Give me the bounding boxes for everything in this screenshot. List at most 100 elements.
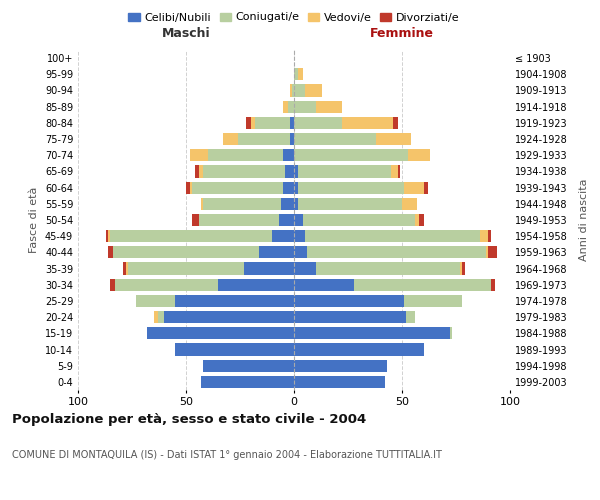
- Bar: [294, 344, 424, 355]
- Bar: [488, 230, 491, 242]
- Bar: [154, 311, 158, 323]
- Bar: [292, 84, 294, 96]
- Bar: [480, 230, 488, 242]
- Bar: [419, 214, 424, 226]
- Bar: [409, 149, 430, 162]
- Bar: [391, 166, 398, 177]
- Text: Maschi: Maschi: [161, 28, 211, 40]
- Bar: [272, 230, 294, 242]
- Bar: [305, 84, 322, 96]
- Bar: [108, 230, 110, 242]
- Bar: [124, 262, 125, 274]
- Text: Popolazione per età, sesso e stato civile - 2004: Popolazione per età, sesso e stato civil…: [12, 412, 366, 426]
- Y-axis label: Anni di nascita: Anni di nascita: [579, 179, 589, 261]
- Bar: [298, 68, 302, 80]
- Bar: [302, 214, 415, 226]
- Bar: [203, 360, 294, 372]
- Bar: [294, 295, 404, 307]
- Bar: [406, 311, 415, 323]
- Bar: [238, 133, 290, 145]
- Bar: [294, 133, 376, 145]
- Bar: [190, 149, 208, 162]
- Bar: [294, 166, 298, 177]
- Bar: [290, 84, 292, 96]
- Bar: [128, 262, 244, 274]
- Bar: [281, 198, 294, 210]
- Bar: [460, 262, 463, 274]
- Bar: [106, 230, 108, 242]
- Bar: [341, 117, 394, 129]
- Bar: [251, 117, 255, 129]
- Bar: [449, 328, 452, 340]
- Bar: [147, 328, 294, 340]
- Bar: [294, 360, 387, 372]
- Bar: [294, 100, 316, 112]
- Bar: [398, 166, 400, 177]
- Bar: [113, 246, 259, 258]
- Bar: [294, 230, 305, 242]
- Bar: [286, 166, 294, 177]
- Bar: [486, 246, 488, 258]
- Bar: [316, 100, 341, 112]
- Bar: [186, 182, 190, 194]
- Bar: [115, 278, 218, 291]
- Bar: [298, 198, 402, 210]
- Bar: [294, 198, 298, 210]
- Bar: [463, 262, 464, 274]
- Bar: [294, 84, 305, 96]
- Bar: [110, 278, 115, 291]
- Bar: [255, 117, 290, 129]
- Bar: [136, 295, 175, 307]
- Bar: [294, 246, 307, 258]
- Bar: [201, 198, 203, 210]
- Legend: Celibi/Nubili, Coniugati/e, Vedovi/e, Divorziati/e: Celibi/Nubili, Coniugati/e, Vedovi/e, Di…: [124, 8, 464, 27]
- Bar: [294, 278, 355, 291]
- Bar: [355, 278, 491, 291]
- Bar: [279, 214, 294, 226]
- Bar: [244, 262, 294, 274]
- Bar: [199, 214, 279, 226]
- Bar: [294, 262, 316, 274]
- Bar: [298, 166, 391, 177]
- Y-axis label: Fasce di età: Fasce di età: [29, 187, 39, 253]
- Bar: [294, 311, 406, 323]
- Bar: [491, 278, 495, 291]
- Bar: [218, 278, 294, 291]
- Bar: [199, 166, 203, 177]
- Bar: [223, 133, 238, 145]
- Bar: [294, 68, 298, 80]
- Bar: [404, 295, 463, 307]
- Text: Femmine: Femmine: [370, 28, 434, 40]
- Bar: [164, 311, 294, 323]
- Bar: [404, 182, 424, 194]
- Bar: [247, 117, 251, 129]
- Bar: [110, 230, 272, 242]
- Bar: [287, 100, 294, 112]
- Bar: [259, 246, 294, 258]
- Bar: [294, 149, 409, 162]
- Bar: [108, 246, 113, 258]
- Bar: [125, 262, 128, 274]
- Bar: [283, 182, 294, 194]
- Bar: [190, 182, 193, 194]
- Bar: [294, 328, 449, 340]
- Bar: [402, 198, 417, 210]
- Bar: [290, 117, 294, 129]
- Bar: [294, 117, 341, 129]
- Bar: [193, 214, 199, 226]
- Bar: [294, 214, 302, 226]
- Bar: [193, 182, 283, 194]
- Bar: [175, 295, 294, 307]
- Bar: [294, 376, 385, 388]
- Bar: [415, 214, 419, 226]
- Bar: [394, 117, 398, 129]
- Bar: [305, 230, 480, 242]
- Bar: [424, 182, 428, 194]
- Bar: [488, 246, 497, 258]
- Bar: [203, 166, 286, 177]
- Bar: [290, 133, 294, 145]
- Bar: [201, 376, 294, 388]
- Text: COMUNE DI MONTAQUILA (IS) - Dati ISTAT 1° gennaio 2004 - Elaborazione TUTTITALIA: COMUNE DI MONTAQUILA (IS) - Dati ISTAT 1…: [12, 450, 442, 460]
- Bar: [158, 311, 164, 323]
- Bar: [298, 182, 404, 194]
